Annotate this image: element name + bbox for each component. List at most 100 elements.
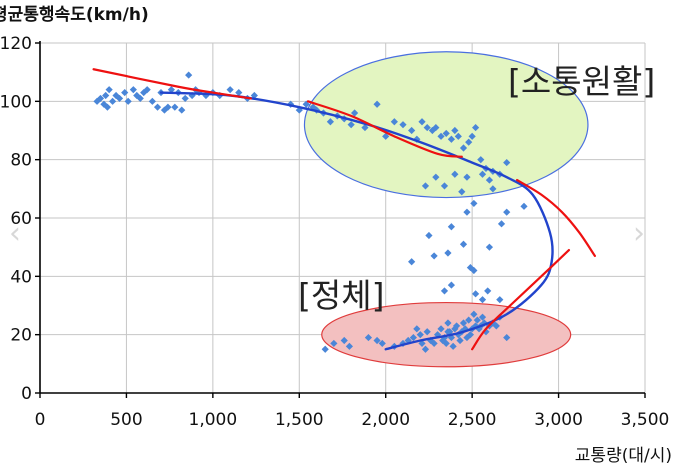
- y-tick-label: 0: [21, 384, 32, 404]
- data-point: [409, 333, 417, 342]
- data-point: [451, 325, 459, 333]
- data-point: [340, 336, 348, 345]
- data-point: [309, 103, 317, 111]
- data-point: [442, 129, 450, 138]
- axes: [35, 41, 646, 398]
- next-chevron-icon[interactable]: ›: [633, 216, 645, 251]
- trend-line: [306, 100, 463, 158]
- y-tick-label: 60: [10, 209, 32, 229]
- data-point: [520, 202, 528, 210]
- trend-line: [471, 248, 571, 351]
- data-point: [459, 144, 468, 152]
- trend-line: [92, 68, 252, 100]
- data-point: [477, 156, 485, 164]
- x-tick-label: 3,500: [621, 410, 670, 430]
- data-point: [472, 123, 480, 132]
- x-tick-label: 0: [35, 410, 46, 430]
- x-axis-label: 교통량(대/시): [575, 446, 672, 466]
- data-point: [503, 333, 511, 342]
- y-tick-label: 40: [10, 267, 32, 287]
- data-point: [167, 86, 175, 94]
- data-point: [432, 123, 440, 132]
- data-point: [447, 135, 455, 143]
- x-tick-label: 2,500: [448, 410, 497, 430]
- data-point: [470, 199, 478, 208]
- data-point: [473, 316, 481, 324]
- data-point: [444, 249, 452, 257]
- chart-text: 평균통행속도(km/h) 교통량(대/시) [소통원활] [정체] 0 500 1,…: [0, 5, 672, 466]
- data-point: [124, 97, 132, 105]
- data-point: [433, 331, 442, 339]
- data-point: [444, 319, 452, 327]
- x-tick-label: 3,000: [534, 410, 583, 430]
- data-point: [478, 170, 487, 178]
- data-point: [382, 132, 390, 140]
- data-point: [378, 339, 386, 348]
- fitted-curve: [159, 91, 554, 351]
- data-point: [470, 266, 478, 275]
- data-point: [129, 86, 137, 94]
- data-point: [463, 333, 471, 342]
- x-tick-label: 1,000: [189, 410, 238, 430]
- prev-chevron-icon[interactable]: ‹: [9, 216, 21, 251]
- data-point: [143, 86, 151, 94]
- data-point: [181, 94, 189, 103]
- data-point: [463, 173, 471, 181]
- y-tick-label: 100: [0, 92, 32, 112]
- data-point: [428, 126, 436, 135]
- trend-line: [515, 178, 596, 258]
- data-point: [103, 103, 112, 111]
- data-point: [452, 322, 461, 330]
- data-point: [408, 258, 416, 266]
- data-point: [164, 103, 172, 111]
- data-point: [470, 310, 478, 318]
- data-point: [458, 188, 466, 196]
- data-point: [437, 325, 445, 333]
- data-point: [136, 94, 144, 103]
- data-point: [468, 132, 476, 140]
- data-point: [472, 290, 480, 298]
- data-point: [472, 322, 480, 330]
- data-point: [399, 121, 407, 129]
- data-point: [459, 319, 468, 327]
- annotation-smooth-flow: [소통원활]: [508, 62, 655, 101]
- data-point: [503, 208, 511, 216]
- data-point: [330, 339, 338, 348]
- data-point: [459, 240, 468, 248]
- data-point: [321, 345, 329, 353]
- data-point: [178, 106, 186, 114]
- x-tick-label: 2,000: [361, 410, 410, 430]
- data-point: [351, 109, 359, 117]
- y-tick-label: 80: [10, 151, 32, 171]
- data-point: [361, 123, 369, 132]
- data-point: [171, 103, 179, 111]
- data-point: [423, 123, 431, 132]
- data-point: [109, 97, 117, 105]
- data-point: [121, 88, 129, 97]
- data-point: [373, 100, 381, 108]
- data-point: [463, 208, 471, 216]
- data-point: [497, 220, 506, 228]
- data-point: [465, 316, 473, 324]
- data-point: [503, 158, 511, 167]
- x-tick-label: 1,500: [275, 410, 324, 430]
- data-point: [347, 121, 355, 129]
- data-point: [447, 223, 455, 231]
- data-point: [449, 342, 457, 350]
- data-point: [105, 86, 113, 94]
- data-point: [390, 118, 398, 126]
- data-point: [442, 339, 450, 348]
- smooth-flow-region-ellipse: [303, 51, 589, 199]
- data-point: [418, 118, 426, 126]
- data-point: [496, 296, 504, 304]
- data-point: [466, 263, 475, 272]
- data-point: [451, 126, 459, 135]
- data-point: [430, 339, 438, 348]
- data-point: [413, 325, 421, 333]
- data-point: [437, 132, 445, 140]
- data-point: [451, 170, 459, 178]
- data-point: [456, 336, 464, 345]
- data-point: [484, 287, 492, 295]
